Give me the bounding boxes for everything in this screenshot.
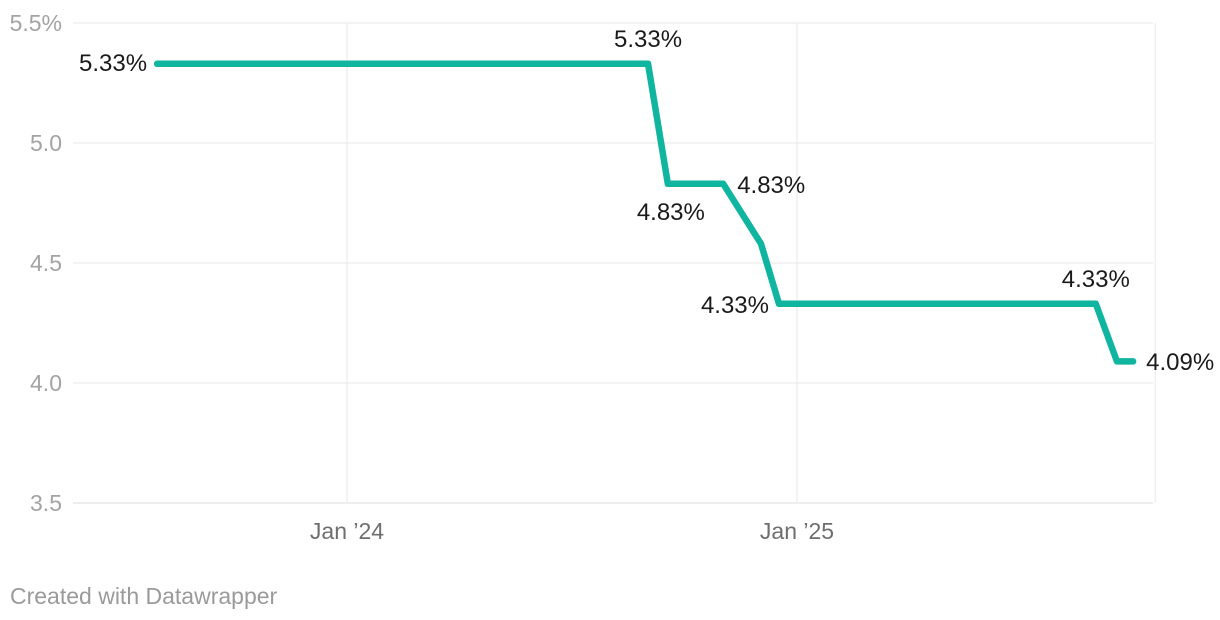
- data-label: 4.33%: [700, 291, 769, 319]
- y-axis-label: 5.0: [30, 130, 62, 156]
- x-axis-label: Jan ’24: [309, 518, 385, 544]
- x-axis-label: Jan ’25: [759, 518, 835, 544]
- data-label: 5.33%: [79, 49, 148, 77]
- data-label: 4.83%: [737, 171, 806, 199]
- data-label: 4.83%: [636, 198, 705, 226]
- data-label: 4.09%: [1146, 349, 1215, 377]
- datawrapper-attribution-link[interactable]: Created with Datawrapper: [10, 583, 278, 609]
- data-label: 5.33%: [614, 25, 683, 53]
- rate-line: [153, 60, 1137, 365]
- data-label: 4.33%: [1061, 265, 1130, 293]
- y-axis-label: 4.0: [30, 370, 62, 396]
- y-axis-label: 4.5: [30, 250, 62, 276]
- y-axis-label: 3.5: [30, 490, 62, 516]
- y-axis-label: 5.5%: [9, 10, 62, 36]
